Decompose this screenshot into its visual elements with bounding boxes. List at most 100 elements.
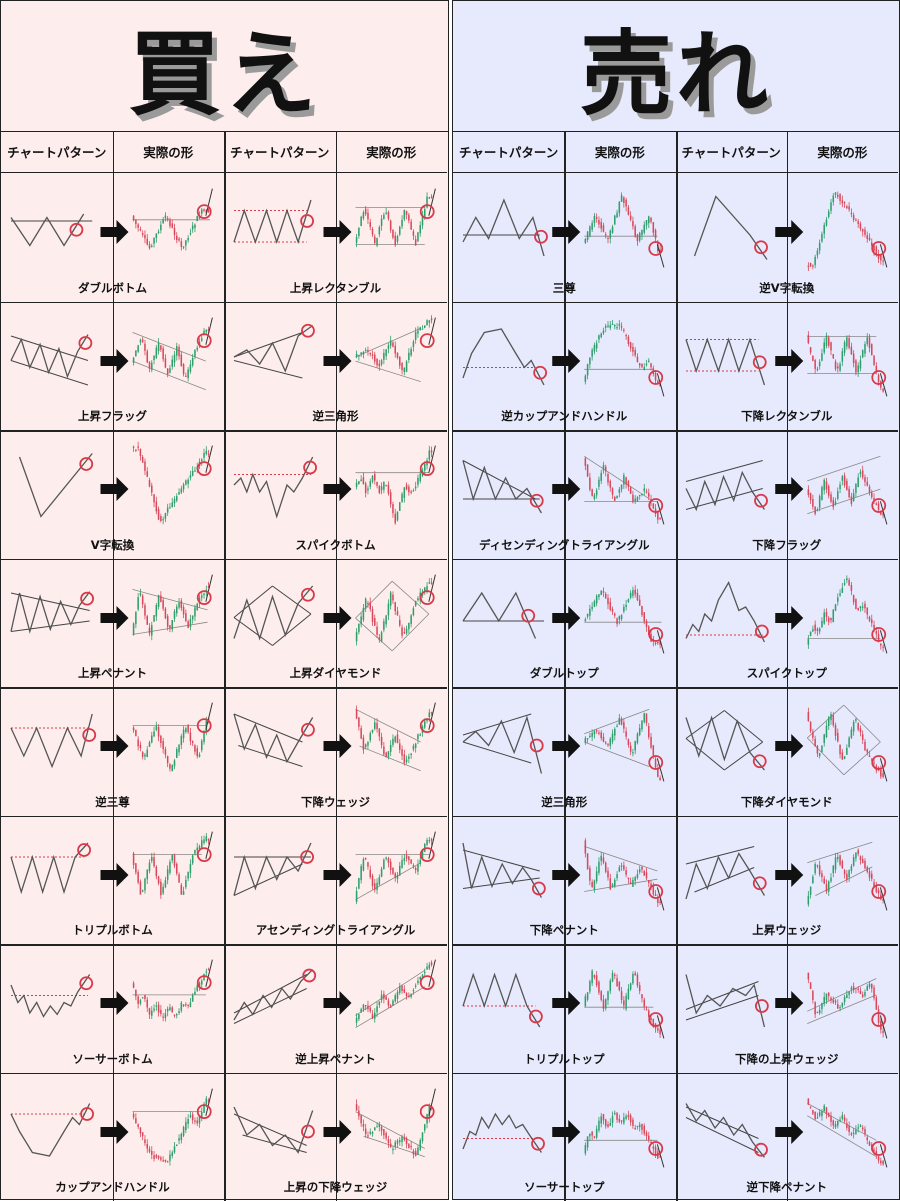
- candle-body: [408, 757, 410, 759]
- candle-body: [153, 355, 155, 359]
- candle-body: [600, 333, 602, 337]
- candle-body: [376, 626, 378, 634]
- candle-body: [609, 601, 611, 609]
- candle-body: [809, 982, 811, 989]
- candle-body: [868, 1141, 870, 1145]
- candle-body: [882, 646, 884, 647]
- candle-body: [135, 990, 137, 997]
- candle-body: [648, 880, 650, 883]
- candle-body: [194, 349, 196, 356]
- breakout-marker: [753, 755, 765, 767]
- candle-body: [625, 996, 627, 1009]
- candle-body: [374, 618, 376, 626]
- candle-body: [827, 1112, 829, 1116]
- candle-body: [855, 484, 857, 493]
- candle-body: [859, 360, 861, 368]
- candle-body: [431, 318, 433, 320]
- candle-body: [397, 874, 399, 878]
- candle-body: [365, 209, 367, 214]
- candle-body: [807, 639, 809, 645]
- candle-body: [376, 1126, 378, 1127]
- candle-body: [383, 352, 385, 359]
- candle-body: [379, 637, 381, 640]
- candle-body: [167, 218, 169, 219]
- candle-body: [404, 989, 406, 993]
- candle-body: [637, 1125, 639, 1126]
- candle-body: [816, 368, 818, 369]
- candle-body: [612, 734, 614, 742]
- candle-body: [855, 719, 857, 721]
- candle-body: [426, 839, 428, 844]
- candle-body: [623, 475, 625, 484]
- candle-body: [614, 879, 616, 885]
- candle-body: [410, 222, 412, 230]
- buy-section: 買え チャートパターン実際の形チャートパターン実際の形ダブルボトム上昇レクタンブ…: [0, 0, 449, 1200]
- candle-body: [376, 723, 378, 729]
- candle-body: [614, 497, 616, 501]
- candle-body: [162, 1160, 164, 1161]
- candle-body: [827, 337, 829, 345]
- candle-body: [178, 1138, 180, 1140]
- candle-body: [859, 472, 861, 474]
- candle-body: [206, 1098, 208, 1104]
- candle-body: [625, 200, 627, 207]
- candle-body: [830, 494, 832, 501]
- candle-body: [176, 606, 178, 613]
- right-arrow-icon: [324, 477, 352, 501]
- pattern-label: 三尊: [453, 280, 676, 296]
- pattern-label: 上昇フラッグ: [1, 408, 224, 424]
- pattern-outline: [11, 591, 90, 631]
- candle-body: [385, 349, 387, 356]
- candle-body: [850, 346, 852, 353]
- candle-body: [404, 367, 406, 371]
- candle-body: [185, 728, 187, 732]
- pattern-card: 上昇ウェッジ: [676, 816, 899, 945]
- candle-body: [866, 235, 868, 239]
- candle-body: [153, 494, 155, 502]
- candle-body: [399, 502, 401, 511]
- candle-body: [372, 229, 374, 235]
- pattern-outline: [234, 714, 313, 762]
- candle-body: [383, 1129, 385, 1135]
- candle-body: [650, 737, 652, 748]
- candle-body: [589, 981, 591, 991]
- candle-body: [169, 507, 171, 508]
- candle-body: [160, 1010, 162, 1014]
- candle-body: [825, 481, 827, 489]
- candle-body: [632, 346, 634, 351]
- pattern-label: ダブルトップ: [453, 665, 676, 681]
- candle-body: [390, 340, 392, 345]
- candle-body: [614, 613, 616, 615]
- candle-body: [603, 857, 605, 862]
- candle-body: [385, 615, 387, 624]
- column-header-actual: 実際の形: [787, 131, 898, 173]
- candle-body: [616, 874, 618, 878]
- pattern-outline: [11, 1103, 90, 1156]
- candle-body: [417, 981, 419, 983]
- candle-body: [648, 360, 650, 361]
- candle-body: [424, 972, 426, 973]
- candle-body: [408, 622, 410, 629]
- candle-body: [185, 1121, 187, 1129]
- candle-body: [807, 266, 809, 267]
- candle-body: [639, 1124, 641, 1127]
- candle-body: [864, 860, 866, 867]
- candle-body: [830, 1115, 832, 1121]
- pattern-guide-line: [234, 714, 302, 742]
- candle-body: [162, 886, 164, 892]
- candle-body: [848, 579, 850, 585]
- candle-body: [827, 211, 829, 217]
- candle-body: [358, 228, 360, 236]
- candle-body: [837, 733, 839, 742]
- candle-body: [834, 604, 836, 610]
- candle-body: [413, 231, 415, 235]
- candle-body: [868, 871, 870, 877]
- candle-body: [401, 860, 403, 868]
- pattern-card: 逆V字転換: [676, 173, 899, 302]
- candle-body: [358, 717, 360, 726]
- candle-body: [650, 218, 652, 222]
- candle-body: [657, 642, 659, 643]
- right-arrow-icon: [552, 606, 580, 630]
- candle-body: [363, 1005, 365, 1010]
- candle-body: [181, 241, 183, 246]
